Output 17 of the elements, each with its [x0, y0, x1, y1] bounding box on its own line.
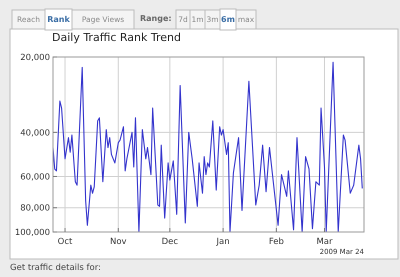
x-tick-label: Oct: [58, 237, 74, 247]
text: Get traffic details for:: [10, 263, 101, 273]
text: 6m: [221, 15, 235, 24]
y-tick-label: 20,000: [20, 53, 50, 63]
x-tick-label: Nov: [110, 237, 127, 247]
x-tick-label: Jan: [216, 237, 230, 247]
y-tick-label: 80,000: [20, 204, 50, 214]
y-tick-label: 100,000: [14, 228, 50, 238]
y-tick-label: 60,000: [20, 172, 50, 182]
x-tick-label: Feb: [268, 237, 284, 247]
chart-title: Daily Traffic Rank Trend: [52, 31, 181, 44]
text: Range:: [140, 14, 172, 23]
text: Rank: [47, 15, 70, 24]
x-tick-label: Dec: [162, 237, 178, 247]
y-tick-label: 40,000: [20, 128, 50, 138]
line-series: [52, 62, 363, 233]
x-tick-label: Mar: [316, 237, 333, 247]
